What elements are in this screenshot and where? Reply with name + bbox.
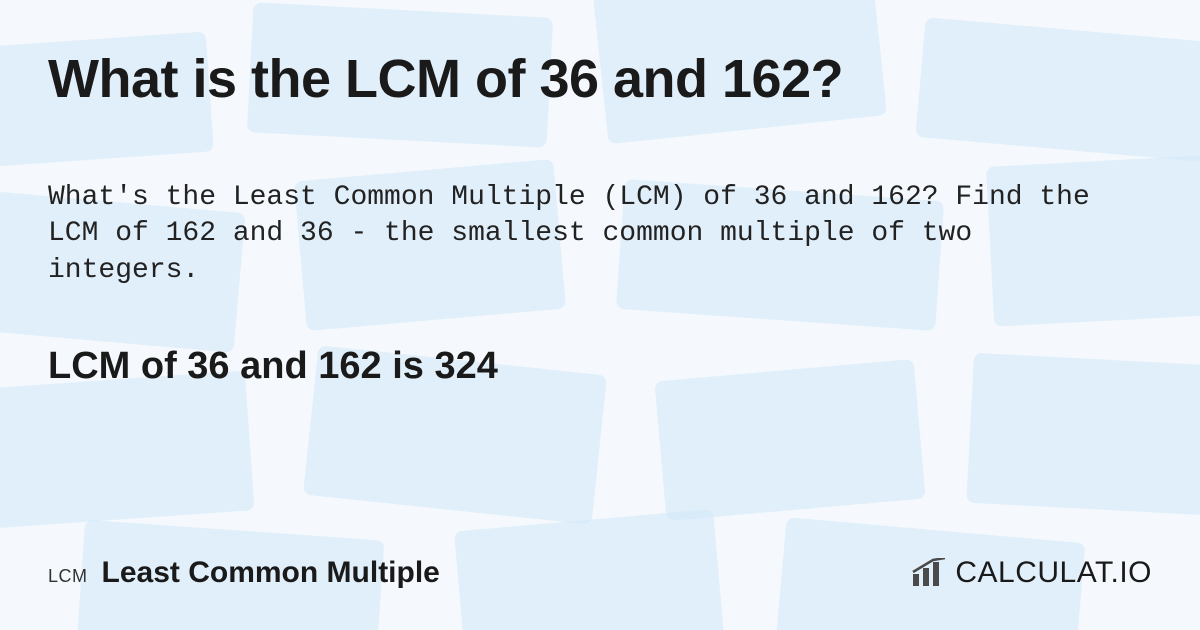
footer-left: LCM Least Common Multiple xyxy=(48,556,440,590)
brand: CALCULAT.IO xyxy=(911,556,1152,590)
lcm-label: Least Common Multiple xyxy=(102,556,440,590)
brand-text: CALCULAT.IO xyxy=(955,556,1152,590)
lcm-tag: LCM xyxy=(48,566,88,587)
calculator-chart-icon xyxy=(911,558,947,588)
answer-text: LCM of 36 and 162 is 324 xyxy=(48,345,1152,388)
page-title: What is the LCM of 36 and 162? xyxy=(48,48,1152,110)
description-text: What's the Least Common Multiple (LCM) o… xyxy=(48,180,1098,289)
